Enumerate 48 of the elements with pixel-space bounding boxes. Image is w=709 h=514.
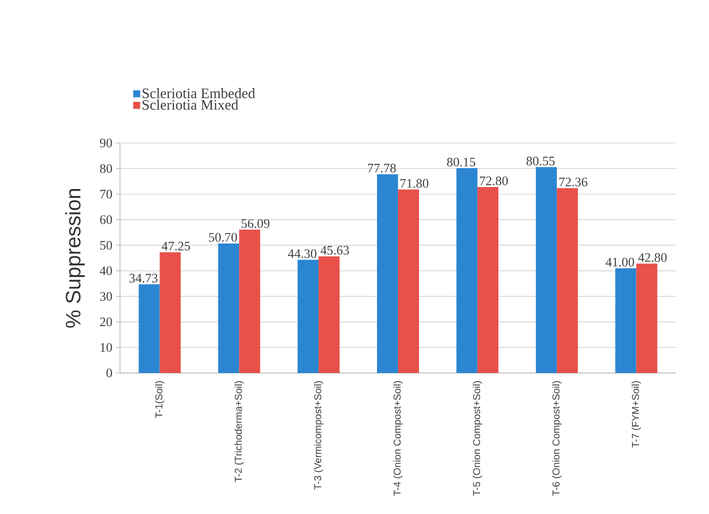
bar bbox=[138, 284, 160, 373]
data-label: 34.73 bbox=[130, 274, 158, 283]
bar bbox=[239, 230, 260, 373]
data-label: 41.00 bbox=[606, 258, 634, 267]
y-tick-label: 20 bbox=[100, 318, 112, 326]
x-tick-label: T-4 (Onion Compost+Soil) bbox=[393, 381, 403, 496]
y-axis-title: % Suppression bbox=[65, 189, 85, 328]
x-tick-label: T-3 (Vermicompost+Soil) bbox=[314, 381, 324, 490]
bar bbox=[456, 168, 478, 373]
data-label: 45.63 bbox=[320, 246, 349, 255]
data-label: 42.80 bbox=[638, 253, 667, 262]
x-tick-label: T-2 (Trichoderma+Soil) bbox=[234, 381, 244, 482]
bar bbox=[377, 174, 398, 373]
data-label: 80.15 bbox=[447, 158, 476, 166]
y-tick-label: 80 bbox=[100, 164, 112, 173]
legend-label: Scleriotia Embeded bbox=[142, 88, 256, 98]
bar bbox=[636, 264, 658, 373]
data-label: 80.55 bbox=[526, 156, 555, 166]
data-label: 72.80 bbox=[480, 176, 508, 186]
x-tick-label: T-6 (Onion Compost+Soil) bbox=[552, 381, 562, 496]
bar bbox=[298, 260, 319, 373]
y-tick-label: 40 bbox=[100, 266, 112, 276]
bar bbox=[218, 243, 240, 373]
x-tick-label: T-5 (Onion Compost+Soil) bbox=[472, 381, 482, 496]
data-label: 72.36 bbox=[559, 178, 588, 186]
bar bbox=[398, 190, 420, 373]
bar bbox=[477, 186, 498, 373]
y-tick-label: 10 bbox=[100, 343, 112, 352]
data-label: 71.80 bbox=[400, 179, 428, 188]
y-tick-label: 0 bbox=[106, 368, 112, 378]
bar bbox=[556, 188, 578, 373]
data-label: 44.30 bbox=[288, 249, 316, 258]
y-tick-label: 70 bbox=[100, 190, 112, 198]
data-label: 77.78 bbox=[368, 164, 396, 173]
data-label: 47.25 bbox=[162, 242, 190, 251]
data-label: 50.70 bbox=[209, 232, 237, 242]
legend-label: Scleriotia Mixed bbox=[142, 100, 238, 110]
bar bbox=[160, 252, 181, 373]
y-tick-label: 90 bbox=[100, 138, 112, 148]
bar bbox=[536, 167, 557, 373]
y-tick-label: 50 bbox=[100, 240, 112, 250]
y-tick-label: 30 bbox=[100, 292, 112, 301]
bar bbox=[318, 256, 340, 373]
x-tick-label: T-7 (FYM+Soil) bbox=[632, 381, 641, 448]
x-tick-label: T-1(Soil) bbox=[155, 381, 164, 418]
bar bbox=[615, 268, 636, 373]
data-label: 56.09 bbox=[242, 219, 270, 228]
y-tick-label: 60 bbox=[100, 215, 112, 224]
